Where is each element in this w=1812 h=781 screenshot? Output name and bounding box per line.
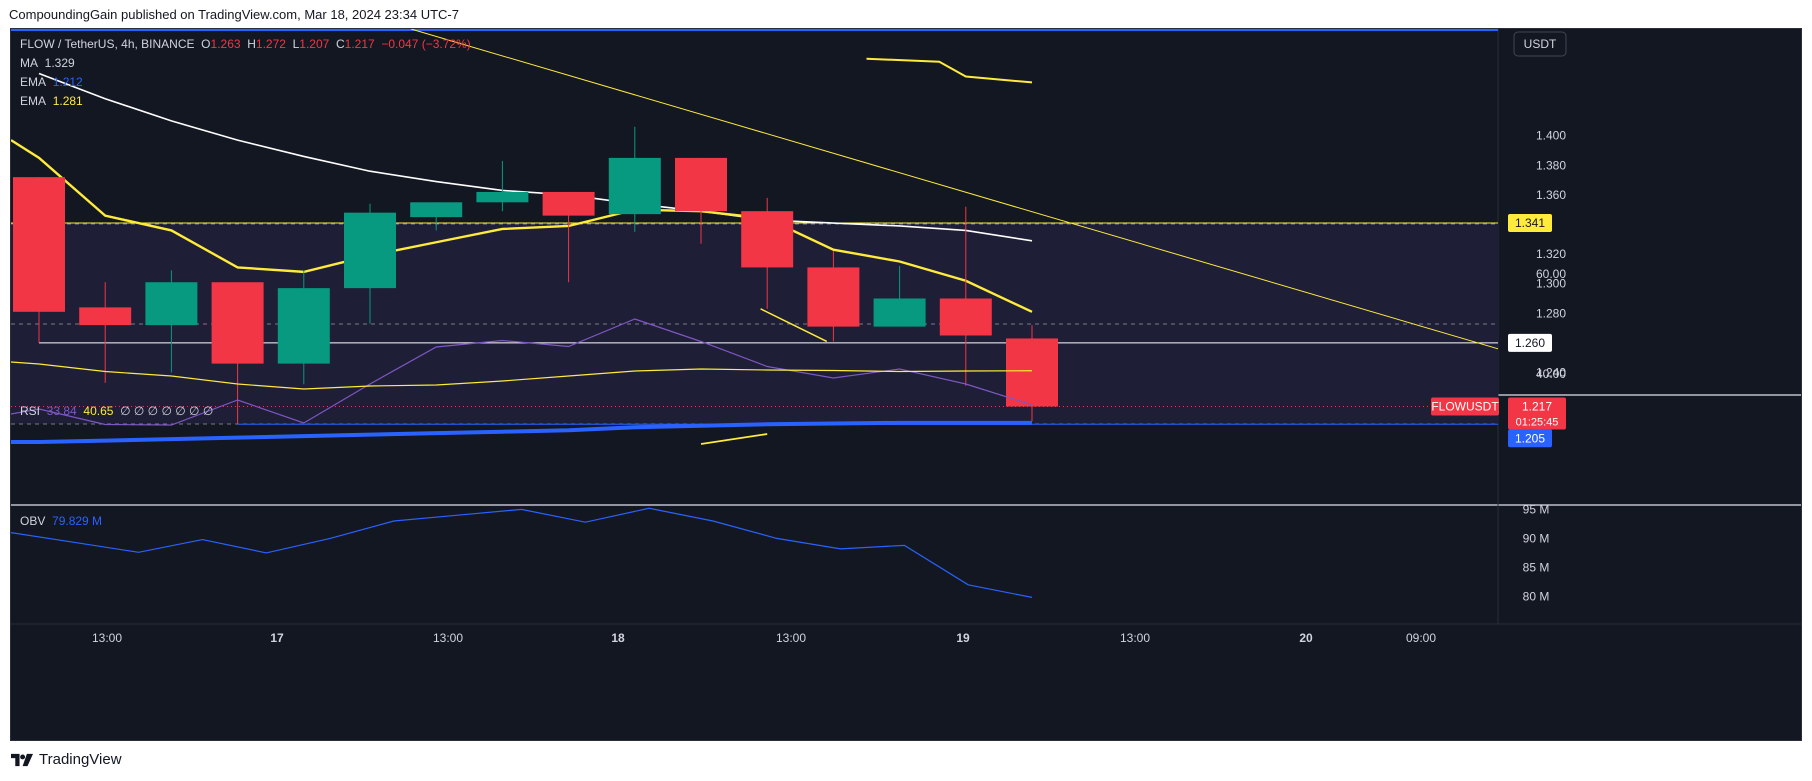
ohlc-l-label: L bbox=[292, 37, 300, 51]
candle-down bbox=[675, 157, 727, 212]
ohlc-high: 1.272 bbox=[255, 37, 286, 51]
ohlc-h-label: H bbox=[247, 37, 256, 51]
rsi-ma-line bbox=[11, 361, 1033, 390]
price-label-1205: 1.205 bbox=[1515, 431, 1545, 445]
ema-long-line bbox=[11, 420, 1032, 445]
rsi-line bbox=[11, 318, 1033, 426]
legend-ma-row[interactable]: MA 1.329 bbox=[20, 54, 471, 73]
price-label-1341: 1.341 bbox=[1515, 216, 1545, 230]
time-tick-label: 09:00 bbox=[1406, 631, 1436, 645]
last-price-bg bbox=[1508, 397, 1566, 430]
ohlc-close: 1.217 bbox=[344, 37, 375, 51]
rsi-tick-label: 60.00 bbox=[1536, 267, 1566, 281]
price-tick-label: 1.240 bbox=[1536, 366, 1566, 380]
obv-label: OBV bbox=[20, 514, 46, 528]
candle-up bbox=[277, 288, 330, 364]
time-tick-label: 18 bbox=[611, 631, 625, 645]
ema2-value: 1.281 bbox=[52, 94, 83, 108]
candle-up bbox=[608, 157, 661, 215]
price-label-1205-bg bbox=[1508, 429, 1552, 448]
legend-ema2-row[interactable]: EMA 1.281 bbox=[20, 92, 471, 111]
ohlc-c-label: C bbox=[335, 37, 345, 51]
main-legend: FLOW / TetherUS, 4h, BINANCE O1.263 H1.2… bbox=[20, 35, 471, 111]
symbol-title[interactable]: FLOW / TetherUS, 4h, BINANCE bbox=[20, 37, 195, 51]
time-tick-label: 13:00 bbox=[92, 631, 122, 645]
time-tick-label: 13:00 bbox=[433, 631, 463, 645]
chart-frame[interactable]: 1.400 1.380 1.360 1.320 1.300 1.280 1.240 USDT 1… bbox=[10, 28, 1802, 741]
ema1-value: 1.212 bbox=[52, 75, 83, 89]
ema2-label: EMA bbox=[20, 94, 47, 108]
candle-down bbox=[542, 191, 595, 216]
ema1-label: EMA bbox=[20, 75, 47, 89]
currency-button bbox=[1513, 31, 1567, 57]
countdown-label: 01:25:45 bbox=[1516, 417, 1559, 429]
obv-legend[interactable]: OBV 79.829 M bbox=[20, 514, 102, 528]
candle-up bbox=[145, 282, 198, 326]
price-tick-label: 1.380 bbox=[1536, 158, 1566, 172]
candle-up bbox=[873, 298, 926, 327]
price-label-1260: 1.260 bbox=[1515, 336, 1545, 350]
ohlc-change: −0.047 (−3.72%) bbox=[381, 37, 471, 51]
chart-canvas[interactable]: 1.400 1.380 1.360 1.320 1.300 1.280 1.240 USDT 1… bbox=[11, 29, 1802, 741]
last-price-label: 1.217 bbox=[1522, 400, 1552, 414]
tradingview-brand: TradingView bbox=[39, 751, 122, 768]
time-tick-label: 20 bbox=[1299, 631, 1313, 645]
legend-symbol-row: FLOW / TetherUS, 4h, BINANCE O1.263 H1.2… bbox=[20, 35, 471, 54]
ohlc-o-label: O bbox=[201, 37, 211, 51]
rsi-ma-value: 40.65 bbox=[83, 404, 114, 418]
price-label-1260-bg bbox=[1508, 333, 1552, 352]
ema-short-line bbox=[11, 139, 1033, 313]
upper-band-line bbox=[866, 57, 1033, 84]
drawn-segment bbox=[760, 308, 828, 343]
candle-down bbox=[13, 177, 65, 312]
time-tick-label: 19 bbox=[956, 631, 970, 645]
candle-up bbox=[344, 212, 396, 289]
rsi-value: 33.84 bbox=[46, 404, 77, 418]
rsi-label: RSI bbox=[20, 404, 41, 418]
time-tick-label: 13:00 bbox=[776, 631, 806, 645]
trend-line bbox=[410, 29, 1499, 350]
tradingview-footer[interactable]: TradingView bbox=[11, 751, 122, 768]
obv-tick-label: 95 M bbox=[1523, 502, 1550, 516]
obv-tick-label: 85 M bbox=[1523, 560, 1550, 574]
symbol-price-tag: FLOWUSDT bbox=[1431, 400, 1499, 414]
rsi-legend[interactable]: RSI 33.84 40.65 ∅ ∅ ∅ ∅ ∅ ∅ ∅ bbox=[20, 404, 213, 418]
ohlc-open: 1.263 bbox=[210, 37, 241, 51]
price-tick-label: 1.280 bbox=[1536, 306, 1566, 320]
time-tick-label: 17 bbox=[270, 631, 284, 645]
price-tick-label: 1.360 bbox=[1536, 188, 1566, 202]
candle-down bbox=[1006, 338, 1058, 407]
price-label-1341-bg bbox=[1508, 214, 1552, 233]
legend-ema1-row[interactable]: EMA 1.212 bbox=[20, 73, 471, 92]
price-tick-label: 1.320 bbox=[1536, 247, 1566, 261]
candle-down bbox=[79, 307, 132, 326]
price-tick-label: 1.300 bbox=[1536, 277, 1566, 291]
candle-down bbox=[211, 282, 264, 364]
tradingview-logo-icon bbox=[11, 753, 33, 766]
obv-tick-label: 80 M bbox=[1523, 589, 1550, 603]
candle-up bbox=[476, 191, 529, 203]
time-tick-label: 13:00 bbox=[1120, 631, 1150, 645]
ma-value: 1.329 bbox=[44, 56, 75, 70]
currency-button-label: USDT bbox=[1524, 37, 1557, 51]
candle-down bbox=[807, 267, 860, 327]
candle-up bbox=[410, 202, 463, 218]
obv-line bbox=[11, 507, 1033, 598]
obv-tick-label: 90 M bbox=[1523, 531, 1550, 545]
drawn-segment-rsi bbox=[700, 433, 768, 445]
price-tick-label: 1.400 bbox=[1536, 129, 1566, 143]
ma-line bbox=[38, 72, 1033, 242]
symbol-price-tag-bg bbox=[1431, 397, 1499, 416]
rsi-extras: ∅ ∅ ∅ ∅ ∅ ∅ ∅ bbox=[120, 404, 214, 418]
ma-label: MA bbox=[20, 56, 38, 70]
candle-down bbox=[741, 211, 794, 268]
publisher-header: CompoundingGain published on TradingView… bbox=[9, 7, 459, 22]
ohlc-low: 1.207 bbox=[299, 37, 330, 51]
obv-value: 79.829 M bbox=[52, 514, 103, 528]
rsi-tick-label: 40.00 bbox=[1536, 367, 1566, 381]
candle-down bbox=[939, 298, 992, 336]
